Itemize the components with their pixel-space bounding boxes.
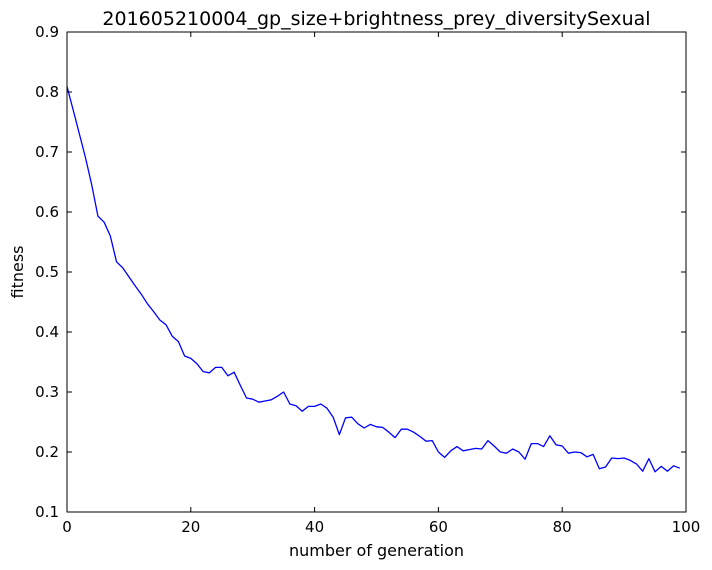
y-tick-label: 0.7 (35, 143, 59, 161)
series-line-0 (66, 86, 681, 473)
x-tick-label: 60 (429, 518, 448, 536)
x-tick-label: 0 (62, 518, 72, 536)
y-tick-label: 0.9 (35, 23, 59, 41)
y-tick-label: 0.1 (35, 503, 59, 521)
y-tick-label: 0.8 (35, 83, 59, 101)
x-tick-label: 80 (553, 518, 572, 536)
y-tick-label: 0.5 (35, 263, 59, 281)
x-tick-label: 40 (305, 518, 324, 536)
x-axis-label: number of generation (289, 541, 464, 560)
chart-title: 201605210004_gp_size+brightness_prey_div… (102, 8, 650, 30)
plot-area (66, 86, 681, 473)
axis-ticks: 0 20 40 60 80 100 0.1 0.2 0.3 0.4 0.5 0.6 0.7 0.8 0.9 (35, 23, 700, 536)
x-tick-label: 20 (181, 518, 200, 536)
y-tick-label: 0.6 (35, 203, 59, 221)
x-tick-label: 100 (672, 518, 701, 536)
y-tick-label: 0.3 (35, 383, 59, 401)
plot-frame (66, 31, 687, 513)
y-tick-label: 0.2 (35, 443, 59, 461)
y-axis-label: fitness (8, 245, 27, 298)
y-tick-label: 0.4 (35, 323, 59, 341)
